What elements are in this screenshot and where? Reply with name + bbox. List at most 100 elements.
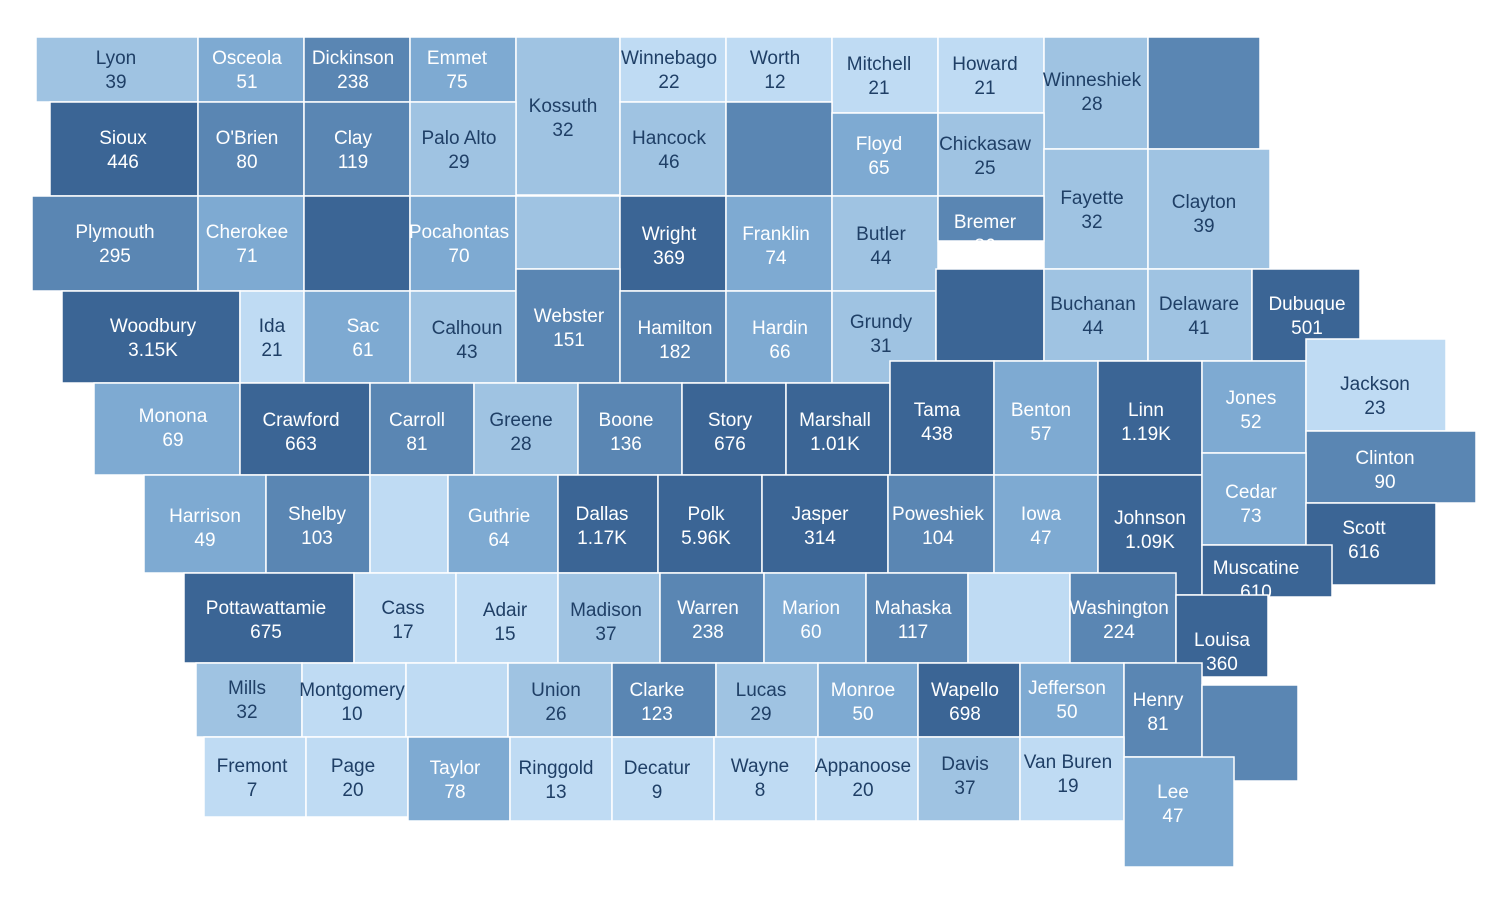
county-shape[interactable] xyxy=(937,195,1045,242)
county-crawford[interactable]: Crawford 663 xyxy=(239,382,371,476)
county-shape[interactable] xyxy=(993,474,1099,574)
county-jones[interactable]: Jones 52 xyxy=(1201,360,1307,454)
county-shape[interactable] xyxy=(305,736,409,818)
county-shape[interactable] xyxy=(183,572,355,664)
county-shape[interactable] xyxy=(49,101,199,197)
county-mills[interactable]: Mills 32 xyxy=(195,662,303,738)
county-franklin[interactable]: Franklin 74 xyxy=(725,195,833,292)
county-jasper[interactable]: Jasper 314 xyxy=(761,474,889,574)
county-shape[interactable] xyxy=(303,36,411,103)
county-carroll[interactable]: Carroll 81 xyxy=(369,382,475,476)
county-shape[interactable] xyxy=(725,101,833,197)
county-linn[interactable]: Linn 1.19K xyxy=(1097,360,1203,476)
county-cass[interactable]: Cass 17 xyxy=(353,572,457,664)
county-shape[interactable] xyxy=(1043,36,1149,150)
county-shape[interactable] xyxy=(1201,544,1333,598)
county-lyon[interactable]: Lyon 39 xyxy=(35,36,199,103)
county-shape[interactable] xyxy=(409,195,517,292)
county-union[interactable]: Union 26 xyxy=(507,662,613,738)
county-shape[interactable] xyxy=(195,662,303,738)
county-shape[interactable] xyxy=(93,382,241,476)
county-shape[interactable] xyxy=(611,736,715,822)
county-worth[interactable]: Worth 12 xyxy=(725,36,833,103)
county-calhoun[interactable]: Calhoun 43 xyxy=(409,290,517,384)
county-harrison[interactable]: Harrison 49 xyxy=(143,474,267,574)
county-shape[interactable] xyxy=(265,474,371,574)
county-wayne[interactable]: Wayne 8 xyxy=(713,736,817,822)
county-shape[interactable] xyxy=(1019,736,1125,822)
county-shape[interactable] xyxy=(1147,148,1271,270)
county-shape[interactable] xyxy=(1147,268,1253,362)
county-webster[interactable]: Webster 151 xyxy=(515,268,621,384)
county-dallas[interactable]: Dallas 1.17K xyxy=(557,474,659,574)
county-shape[interactable] xyxy=(725,195,833,292)
county-shape[interactable] xyxy=(1069,572,1177,664)
county-shape[interactable] xyxy=(611,662,717,738)
county-benton[interactable]: Benton 57 xyxy=(993,360,1099,476)
county-story[interactable]: Story 676 xyxy=(681,382,787,476)
county-shape[interactable] xyxy=(303,101,411,197)
county-shape[interactable] xyxy=(681,382,787,476)
county-cedar[interactable]: Cedar 73 xyxy=(1201,452,1307,546)
county-shape[interactable] xyxy=(143,474,267,574)
county-henry[interactable]: Henry 81 xyxy=(1123,662,1203,758)
county-pocahontas[interactable]: Pocahontas 70 xyxy=(409,195,517,292)
county-winnebago[interactable]: Winnebago 22 xyxy=(619,36,727,103)
county-cherokee[interactable]: Cherokee 71 xyxy=(197,195,305,292)
county-van-buren[interactable]: Van Buren 19 xyxy=(1019,736,1125,822)
county-shape[interactable] xyxy=(405,662,509,738)
county-shape[interactable] xyxy=(1019,662,1125,738)
county-shape[interactable] xyxy=(197,36,305,103)
county-wright[interactable]: Wright 369 xyxy=(619,195,727,292)
county-unlabeled-38[interactable] xyxy=(935,268,1045,362)
county-floyd[interactable]: Floyd 65 xyxy=(831,112,939,197)
county-boone[interactable]: Boone 136 xyxy=(577,382,683,476)
county-howard[interactable]: Howard 21 xyxy=(937,36,1045,114)
county-delaware[interactable]: Delaware 41 xyxy=(1147,268,1253,362)
county-shape[interactable] xyxy=(1043,268,1149,362)
county-buchanan[interactable]: Buchanan 44 xyxy=(1043,268,1149,362)
county-shape[interactable] xyxy=(1201,360,1307,454)
county-shelby[interactable]: Shelby 103 xyxy=(265,474,371,574)
county-shape[interactable] xyxy=(369,474,449,574)
county-warren[interactable]: Warren 238 xyxy=(659,572,765,664)
county-clinton[interactable]: Clinton 90 xyxy=(1305,430,1477,504)
county-pottawattamie[interactable]: Pottawattamie 675 xyxy=(183,572,355,664)
county-unlabeled-16[interactable] xyxy=(725,101,833,197)
county-shape[interactable] xyxy=(35,36,199,103)
county-shape[interactable] xyxy=(937,36,1045,114)
county-kossuth[interactable]: Kossuth 32 xyxy=(515,36,621,196)
county-shape[interactable] xyxy=(407,736,511,822)
county-shape[interactable] xyxy=(831,36,939,114)
county-lucas[interactable]: Lucas 29 xyxy=(715,662,819,738)
county-marshall[interactable]: Marshall 1.01K xyxy=(785,382,891,476)
county-shape[interactable] xyxy=(917,736,1021,822)
county-clay[interactable]: Clay 119 xyxy=(303,101,411,197)
county-decatur[interactable]: Decatur 9 xyxy=(611,736,715,822)
county-shape[interactable] xyxy=(473,382,579,476)
county-sac[interactable]: Sac 61 xyxy=(303,290,411,384)
county-wapello[interactable]: Wapello 698 xyxy=(917,662,1021,738)
county-shape[interactable] xyxy=(239,290,305,384)
county-unlabeled-80[interactable] xyxy=(405,662,509,738)
county-emmet[interactable]: Emmet 75 xyxy=(409,36,517,103)
county-shape[interactable] xyxy=(303,195,411,292)
county-shape[interactable] xyxy=(1043,148,1149,270)
county-mahaska[interactable]: Mahaska 117 xyxy=(865,572,969,664)
county-shape[interactable] xyxy=(197,101,305,197)
county-palo-alto[interactable]: Palo Alto 29 xyxy=(409,101,517,197)
county-montgomery[interactable]: Montgomery 10 xyxy=(299,662,407,738)
county-jackson[interactable]: Jackson 23 xyxy=(1305,338,1447,432)
county-monona[interactable]: Monona 69 xyxy=(93,382,241,476)
county-iowa[interactable]: Iowa 47 xyxy=(993,474,1099,574)
county-appanoose[interactable]: Appanoose 20 xyxy=(815,736,919,822)
county-unlabeled-25[interactable] xyxy=(515,195,621,270)
county-clarke[interactable]: Clarke 123 xyxy=(611,662,717,738)
county-shape[interactable] xyxy=(409,101,517,197)
county-dickinson[interactable]: Dickinson 238 xyxy=(303,36,411,103)
county-shape[interactable] xyxy=(725,290,833,384)
county-marion[interactable]: Marion 60 xyxy=(763,572,867,664)
county-shape[interactable] xyxy=(865,572,969,664)
county-shape[interactable] xyxy=(713,736,817,822)
